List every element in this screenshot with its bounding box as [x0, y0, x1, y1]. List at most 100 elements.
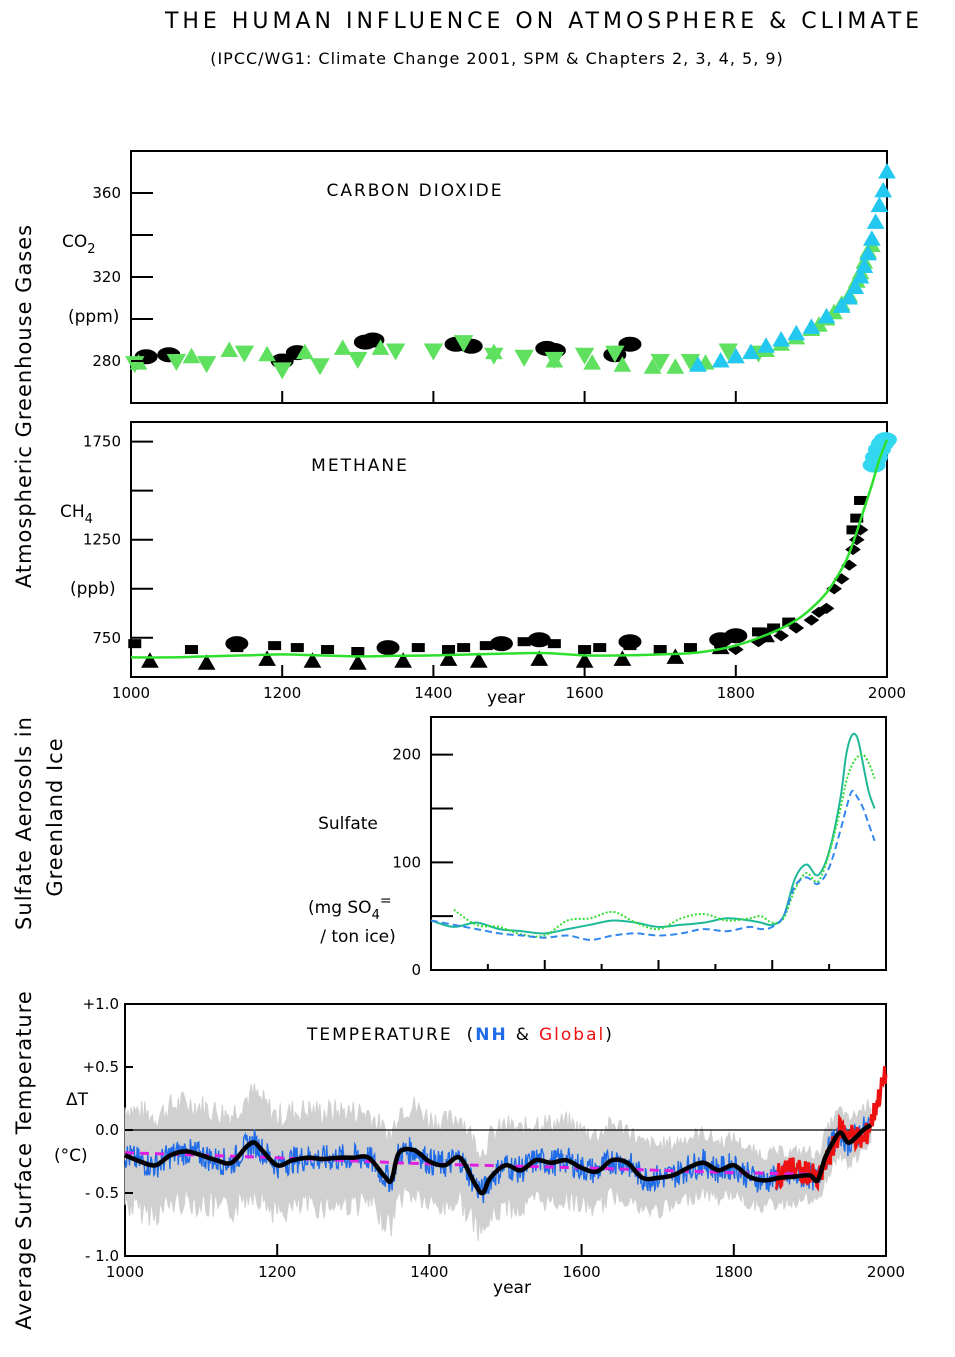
- temperature-title-amp: &: [516, 1025, 531, 1045]
- sulfate-ytick-label: 100: [392, 853, 421, 871]
- co2-point: [742, 343, 760, 360]
- co2-ytick-label: 320: [92, 268, 121, 286]
- ch4-point: [376, 640, 400, 656]
- sulfate-unit-label-line2: / ton ice): [320, 927, 396, 947]
- co2-point: [310, 358, 330, 376]
- sulfate-unit-subscript: 4: [372, 908, 380, 923]
- sulfate-ytick-label: 200: [392, 746, 421, 764]
- ch4-point: [666, 648, 685, 664]
- sulfate-series-line: [430, 789, 876, 941]
- temperature-title-paren-close: ): [605, 1025, 614, 1045]
- side-label-aerosol-line2: Greenland Ice: [43, 737, 67, 896]
- sulfate-unit-prefix: (mg SO: [308, 898, 372, 918]
- ch4-label-gas: CH: [60, 502, 85, 522]
- co2-panel-title: CARBON DIOXIDE: [326, 181, 503, 201]
- ch4-point: [593, 643, 607, 653]
- co2-point: [832, 297, 851, 313]
- co2-point: [545, 351, 564, 368]
- ch4-point: [788, 622, 805, 634]
- co2-point: [220, 341, 239, 357]
- co2-point: [846, 278, 865, 294]
- side-label-temperature: Average Surface Temperature: [12, 990, 36, 1330]
- co2-point: [485, 343, 503, 360]
- co2-point: [726, 347, 745, 364]
- co2-point: [870, 196, 889, 213]
- ch4-point: [457, 643, 471, 653]
- co2-label-gas: CO: [62, 232, 87, 252]
- temperature-title-global: Global: [539, 1025, 605, 1045]
- co2-point: [772, 330, 791, 347]
- sulfate-series-line: [430, 732, 876, 935]
- figure-subtitle: (IPCC/WG1: Climate Change 2001, SPM & Ch…: [210, 49, 784, 68]
- ch4-fit-line: [130, 439, 889, 659]
- sulfate-unit-superscript: =: [380, 893, 392, 909]
- co2-label-subscript: 2: [87, 242, 95, 257]
- temperature-ytick-label: - 1.0: [85, 1247, 119, 1265]
- ch4-point: [197, 654, 216, 670]
- ch4-xtick-label: 1400: [414, 684, 452, 702]
- co2-point: [817, 307, 836, 324]
- ch4-ticks: 750 1250 1750 1000 1200 1400 1600 1800 2000: [83, 433, 906, 702]
- co2-point: [643, 358, 662, 374]
- co2-point: [666, 358, 685, 374]
- co2-point: [423, 343, 444, 361]
- co2-point: [613, 356, 632, 372]
- co2-ticks: 280 320 360: [92, 184, 737, 403]
- temperature-title-paren-open: (: [467, 1025, 476, 1045]
- ch4-point: [469, 652, 488, 668]
- co2-axis-label: CO2: [62, 232, 96, 257]
- co2-point: [855, 257, 874, 273]
- co2-point: [718, 343, 738, 361]
- co2-point: [574, 347, 595, 365]
- temperature-ytick-label: +1.0: [83, 995, 119, 1013]
- co2-point: [863, 230, 881, 246]
- co2-point: [514, 349, 534, 367]
- ch4-point: [128, 639, 142, 649]
- temperature-ytick-label: - 0.5: [85, 1184, 119, 1202]
- co2-point: [878, 162, 896, 179]
- temperature-ytick-label: 0.0: [95, 1121, 119, 1139]
- ch4-panel: 750 1250 1750 1000 1200 1400 1600 1800 2000 METH…: [60, 421, 906, 708]
- temperature-xtick-label: 1000: [106, 1263, 144, 1281]
- co2-point: [296, 343, 314, 360]
- co2-point: [333, 339, 352, 355]
- side-label-aerosol-line1: Sulfate Aerosols in: [12, 716, 36, 930]
- ch4-xtick-label: 1600: [566, 684, 604, 702]
- co2-ytick-label: 280: [92, 352, 121, 370]
- co2-point: [874, 181, 893, 198]
- ch4-point: [530, 650, 549, 666]
- co2-point: [840, 288, 859, 305]
- co2-point: [258, 345, 276, 362]
- ch4-point: [773, 630, 790, 642]
- ch4-xtick-label: 1200: [263, 684, 301, 702]
- sulfate-ytick-label: 0: [411, 961, 421, 979]
- temperature-title-text: TEMPERATURE: [306, 1025, 453, 1045]
- figure-title: THE HUMAN INFLUENCE ON ATMOSPHERE & CLIM…: [164, 9, 923, 34]
- ch4-point: [803, 614, 820, 626]
- ch4-point: [613, 650, 632, 666]
- ch4-point: [225, 636, 249, 652]
- co2-point: [272, 362, 292, 380]
- ch4-point: [348, 654, 367, 670]
- ch4-point: [527, 632, 551, 648]
- co2-point: [866, 213, 885, 229]
- temperature-xtick-label: 1800: [715, 1263, 753, 1281]
- co2-point: [859, 244, 877, 261]
- co2-point: [371, 339, 390, 355]
- temperature-x-axis-label: year: [493, 1278, 531, 1298]
- co2-point: [385, 343, 406, 361]
- ch4-point: [411, 643, 425, 653]
- co2-point: [348, 351, 368, 369]
- ch4-point: [618, 634, 642, 650]
- sulfate-series-line: [453, 753, 876, 938]
- ch4-point: [683, 643, 697, 653]
- ch4-point: [850, 513, 864, 523]
- ch4-xtick-label: 1000: [112, 684, 150, 702]
- ch4-unit-label: (ppb): [70, 579, 116, 599]
- sulfate-unit-label: (mg SO4=: [308, 893, 392, 923]
- temperature-panel: - 1.0 - 0.5 0.0 +0.5 +1.0 1000 1200 1400 1600 180…: [54, 995, 905, 1298]
- temperature-xtick-label: 1600: [563, 1263, 601, 1281]
- ch4-point: [818, 602, 835, 614]
- sulfate-marks: [430, 732, 876, 941]
- temperature-xtick-label: 2000: [867, 1263, 905, 1281]
